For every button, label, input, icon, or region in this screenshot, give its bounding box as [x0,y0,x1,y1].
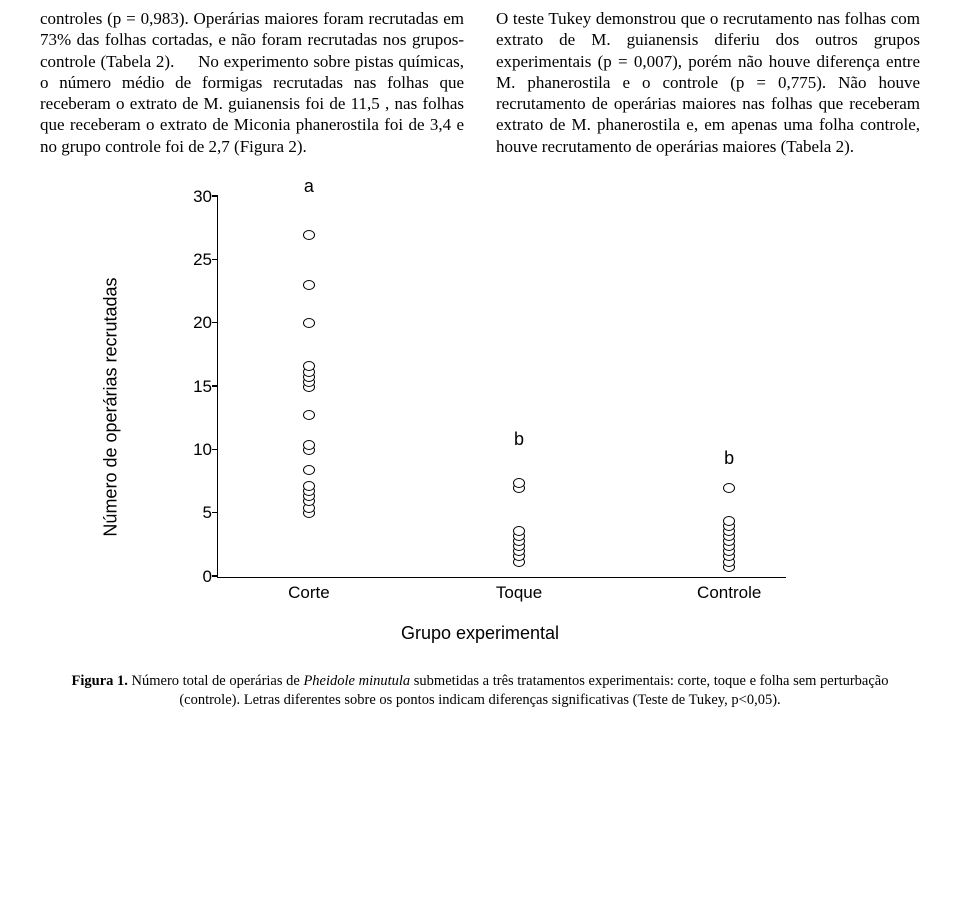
y-tick-label: 15 [178,377,212,397]
y-tick-mark [212,512,218,514]
chart-wrapper: Número de operárias recrutadas 051015202… [155,197,805,644]
figure-1: Número de operárias recrutadas 051015202… [0,157,960,720]
plot-area: 051015202530CorteaToquebControleb [217,197,786,578]
caption-species: Pheidole minutula [303,673,410,689]
paragraph-right: O teste Tukey demonstrou que o recrutame… [496,8,920,157]
data-point [303,465,315,475]
y-tick-label: 5 [178,503,212,523]
x-tick-label: Toque [496,583,542,603]
y-tick-label: 30 [178,187,212,207]
data-point [513,526,525,536]
strip-chart: Número de operárias recrutadas 051015202… [155,197,805,617]
y-tick-label: 20 [178,313,212,333]
data-point [303,280,315,290]
caption-body-1: Número total de operárias de [128,673,304,689]
y-tick-mark [212,195,218,197]
x-axis-label: Grupo experimental [155,623,805,644]
y-axis-label: Número de operárias recrutadas [101,277,122,536]
page-root: controles (p = 0,983). Operárias maiores… [0,8,960,157]
data-point [303,410,315,420]
group-letter: b [724,448,734,469]
group-letter: b [514,429,524,450]
data-point [513,478,525,488]
y-tick-label: 25 [178,250,212,270]
y-tick-mark [212,259,218,261]
x-tick-label: Corte [288,583,330,603]
y-tick-label: 10 [178,440,212,460]
column-left: controles (p = 0,983). Operárias maiores… [40,8,464,157]
column-right: O teste Tukey demonstrou que o recrutame… [496,8,920,157]
data-point [303,481,315,491]
data-point [303,440,315,450]
y-tick-mark [212,449,218,451]
group-letter: a [304,176,314,197]
data-point [303,318,315,328]
figure-caption: Figura 1. Número total de operárias de P… [40,672,920,710]
caption-lead: Figura 1. [72,673,128,689]
data-point [723,516,735,526]
y-tick-label: 0 [178,567,212,587]
y-tick-mark [212,322,218,324]
y-tick-mark [212,575,218,577]
data-point [723,483,735,493]
paragraph-left: controles (p = 0,983). Operárias maiores… [40,8,464,157]
data-point [303,230,315,240]
y-tick-mark [212,385,218,387]
two-column-text: controles (p = 0,983). Operárias maiores… [40,8,920,157]
data-point [303,361,315,371]
x-tick-label: Controle [697,583,761,603]
